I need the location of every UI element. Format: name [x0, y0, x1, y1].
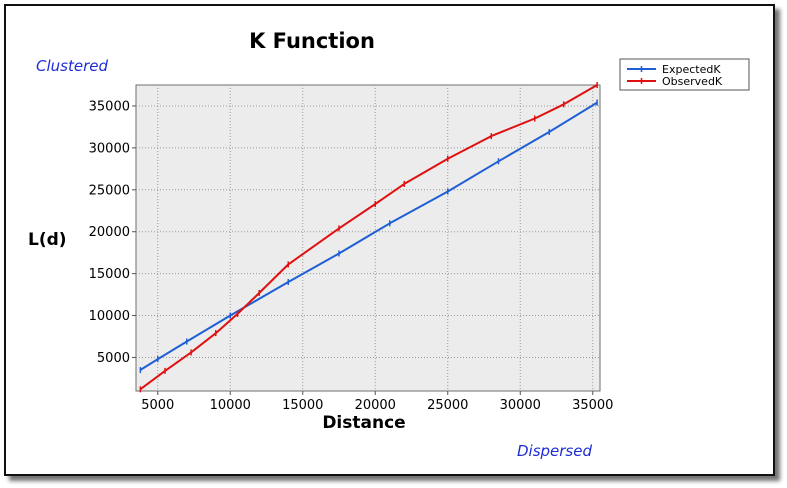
expectedk-legend-label: ExpectedK: [662, 63, 721, 76]
y-tick-label: 35000: [89, 99, 130, 114]
x-tick-label: 15000: [282, 398, 323, 413]
grid-lines: [136, 85, 600, 391]
x-tick-label: 35000: [572, 398, 613, 413]
chart-title: K Function: [249, 29, 375, 53]
x-tick-label: 30000: [500, 398, 541, 413]
chart-frame: K Function Clustered Dispersed 5000 10000…: [4, 4, 775, 476]
y-tick-label: 20000: [89, 225, 130, 240]
x-axis-label: Distance: [322, 413, 405, 433]
y-tick-label: 30000: [89, 141, 130, 156]
dispersed-annotation: Dispersed: [517, 442, 592, 460]
series-layer: [139, 82, 598, 393]
x-tick-label: 10000: [210, 398, 251, 413]
y-tick-label: 15000: [89, 267, 130, 282]
x-tick-label: 20000: [355, 398, 396, 413]
clustered-annotation: Clustered: [36, 57, 108, 75]
x-tick-label: 25000: [427, 398, 468, 413]
y-axis-label: L(d): [28, 230, 67, 250]
x-tick-label: 5000: [141, 398, 174, 413]
y-tick-label: 5000: [97, 351, 130, 366]
y-tick-label: 10000: [89, 309, 130, 324]
k-function-chart: K Function Clustered Dispersed 5000 10000…: [28, 29, 750, 460]
plot-area: [135, 84, 601, 392]
observedk-legend-label: ObservedK: [662, 75, 723, 88]
legend-box: [619, 58, 750, 91]
y-tick-label: 25000: [89, 183, 130, 198]
tick-labels: 5000 10000 15000 20000 25000 30000 35000 5000 10…: [89, 99, 614, 413]
